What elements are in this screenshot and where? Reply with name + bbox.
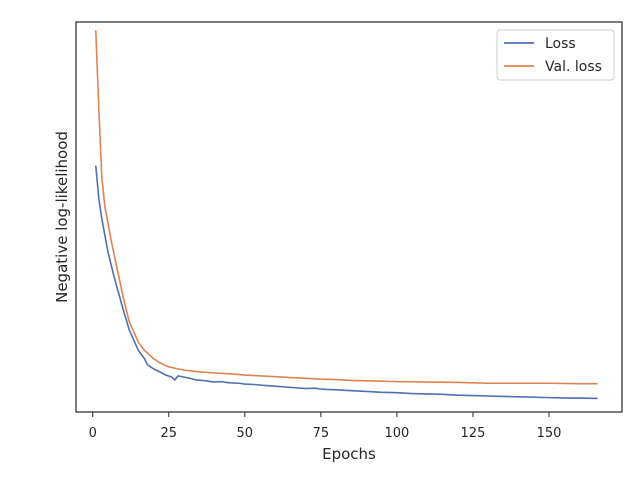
series-line-val-loss [94,30,598,385]
legend-label: Loss [545,36,576,52]
x-axis-ticks: 0 25 50 75 100 125 150 [89,412,562,441]
legend-label: Val. loss [545,59,602,75]
x-tick-label: 75 [313,426,330,441]
x-tick-label: 125 [461,426,486,441]
legend: Loss Val. loss [496,29,615,81]
x-tick-label: 150 [537,426,562,441]
plot-frame [75,21,623,413]
x-tick-label: 25 [161,426,178,441]
x-tick-label: 0 [89,426,97,441]
x-tick-label: 50 [237,426,254,441]
plot-lines [94,30,598,400]
x-tick-label: 100 [384,426,409,441]
y-axis-title: Negative log-likelihood [53,131,71,303]
x-axis-title: Epochs [322,445,376,463]
series-line-loss [94,165,598,400]
